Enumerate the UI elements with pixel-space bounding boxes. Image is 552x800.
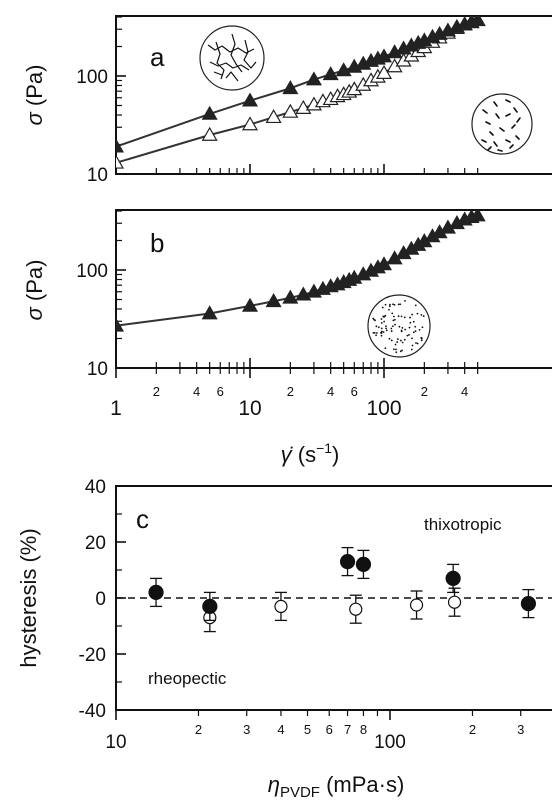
open-triangle-series-point: [265, 108, 282, 124]
x-minor-tick-label: 4: [277, 722, 284, 737]
panel-a-plot: [116, 16, 486, 169]
filled-triangle-series-point: [282, 289, 299, 304]
x-minor-tick-label: 6: [351, 384, 358, 399]
open-triangle-series-point: [282, 103, 299, 118]
y-tick-label: 100: [76, 261, 108, 282]
x-minor-tick-label: 2: [153, 384, 160, 399]
x-minor-tick-label: 4: [193, 384, 200, 399]
panel-c-xlabel: ηPVDF (mPa·s): [268, 772, 405, 800]
panel-b-plot: [116, 210, 486, 332]
x-minor-tick-label: 8: [360, 722, 367, 737]
filled-triangle-series-point: [469, 16, 486, 26]
filled-circle-series-point: [445, 570, 461, 587]
panel-c-label: c: [136, 504, 149, 534]
panel-b-ylabel: σ (Pa): [22, 260, 47, 321]
open-circle-series-point: [409, 598, 424, 612]
y-tick-label: 10: [87, 165, 108, 186]
panel-b-label: b: [150, 228, 164, 258]
dispersed-microstructure-inset: [367, 294, 431, 358]
y-tick-label: -20: [79, 645, 106, 666]
x-minor-tick-label: 3: [517, 722, 524, 737]
y-tick-label: 40: [85, 477, 106, 498]
x-minor-tick-label: 3: [243, 722, 250, 737]
y-tick-label: 0: [95, 589, 106, 610]
filled-triangle-series-point: [116, 317, 125, 332]
filled-triangle-series-point: [322, 66, 339, 81]
filled-triangle-series-point: [201, 105, 218, 120]
filled-triangle-series-point: [201, 305, 218, 320]
x-minor-tick-label: 6: [326, 722, 333, 737]
y-tick-label: 20: [85, 533, 106, 554]
x-minor-tick-label: 2: [421, 384, 428, 399]
filled-triangle-series-point: [241, 92, 259, 107]
y-tick-label: 100: [76, 67, 108, 88]
x-minor-tick-label: 6: [217, 384, 224, 399]
filled-circle-series-point: [202, 598, 218, 615]
filled-triangle-series-point: [282, 80, 299, 95]
panel-b-frame: [115, 209, 552, 369]
open-circle-series-point: [349, 602, 363, 616]
panel-c-axes: -40 -20 0 20 40 10 100 2 3 4 5 6 7 8 2 3: [79, 477, 525, 753]
panel-a-ylabel: σ (Pa): [22, 65, 47, 126]
x-minor-tick-label: 2: [287, 384, 294, 399]
panel-a-axes: 10 100: [76, 16, 479, 186]
y-tick-label: 10: [87, 359, 108, 380]
panel-a-label: a: [150, 42, 165, 72]
open-circle-series-point: [447, 595, 462, 609]
x-minor-tick-label: 2: [469, 722, 476, 737]
x-tick-label: 10: [238, 397, 261, 420]
filled-triangle-series-point: [265, 293, 282, 308]
x-tick-label: 1: [110, 397, 122, 420]
filled-triangle-series-point: [116, 138, 125, 153]
open-triangle-series-point: [116, 154, 125, 169]
open-triangle-series-point: [201, 126, 218, 141]
open-circle-series-point: [274, 599, 288, 614]
x-tick-label: 10: [105, 732, 126, 753]
panel-a-frame: [115, 15, 552, 175]
filled-triangle-series-point: [469, 210, 486, 222]
annotation-rheopectic: rheopectic: [148, 669, 227, 688]
panel-b-xlabel: γ̇ (s−1): [281, 440, 340, 467]
x-tick-label: 100: [374, 732, 406, 753]
filled-triangle-series-point: [305, 71, 322, 86]
annotation-thixotropic: thixotropic: [424, 515, 502, 534]
filled-triangle-series-point: [375, 48, 393, 63]
x-minor-tick-label: 7: [344, 722, 351, 737]
fragmented-microstructure-inset: [471, 93, 533, 155]
x-minor-tick-label: 2: [195, 722, 202, 737]
filled-circle-series-point: [520, 595, 537, 612]
x-minor-tick-label: 4: [327, 384, 334, 399]
filled-circle-series-point: [148, 584, 164, 601]
x-minor-tick-label: 4: [461, 384, 468, 399]
y-tick-label: -40: [79, 701, 106, 722]
filled-circle-series-point: [339, 553, 356, 570]
x-minor-tick-label: 5: [304, 722, 311, 737]
open-triangle-series-point: [241, 116, 259, 131]
network-microstructure-inset: [199, 25, 265, 91]
panel-c-ylabel: hysteresis (%): [16, 528, 41, 667]
panel-c-plot: [148, 546, 537, 633]
filled-triangle-series-point: [241, 297, 259, 312]
filled-circle-series-point: [355, 556, 372, 573]
x-tick-label: 100: [366, 397, 401, 420]
